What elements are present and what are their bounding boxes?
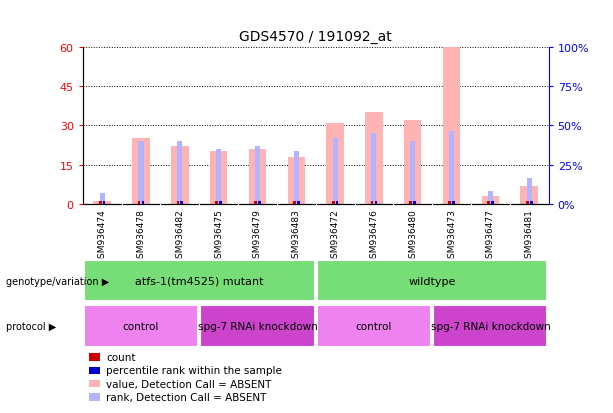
Bar: [297, 202, 300, 204]
Bar: [317, 305, 431, 347]
Bar: [433, 305, 547, 347]
Bar: [326, 123, 344, 204]
Bar: [452, 202, 455, 204]
Bar: [200, 305, 314, 347]
Bar: [530, 202, 533, 204]
Text: GSM936475: GSM936475: [214, 209, 223, 263]
Bar: [99, 202, 102, 204]
Text: value, Detection Call = ABSENT: value, Detection Call = ABSENT: [106, 379, 272, 389]
Text: genotype/variation ▶: genotype/variation ▶: [6, 276, 109, 286]
Text: GSM936477: GSM936477: [486, 209, 495, 263]
Bar: [215, 202, 218, 204]
Text: count: count: [106, 352, 135, 362]
Bar: [371, 134, 376, 204]
Bar: [219, 202, 222, 204]
Bar: [371, 202, 373, 204]
Bar: [375, 202, 377, 204]
Bar: [93, 202, 111, 204]
Bar: [255, 147, 260, 204]
Text: rank, Detection Call = ABSENT: rank, Detection Call = ABSENT: [106, 392, 267, 402]
Text: GSM936472: GSM936472: [330, 209, 340, 263]
Bar: [332, 202, 335, 204]
Bar: [409, 202, 412, 204]
Bar: [487, 202, 490, 204]
Bar: [449, 131, 454, 204]
Bar: [482, 197, 499, 204]
Text: GSM936482: GSM936482: [175, 209, 185, 263]
Text: GSM936480: GSM936480: [408, 209, 417, 263]
Text: percentile rank within the sample: percentile rank within the sample: [106, 366, 282, 375]
Bar: [404, 121, 422, 204]
Bar: [100, 194, 105, 204]
Bar: [254, 202, 257, 204]
Bar: [443, 47, 460, 204]
Bar: [410, 142, 415, 204]
Text: spg-7 RNAi knockdown: spg-7 RNAi knockdown: [430, 321, 550, 331]
Text: GSM936479: GSM936479: [253, 209, 262, 263]
Bar: [293, 202, 295, 204]
Bar: [527, 178, 531, 204]
Title: GDS4570 / 191092_at: GDS4570 / 191092_at: [239, 30, 392, 44]
Text: GSM936476: GSM936476: [370, 209, 378, 263]
Bar: [448, 202, 451, 204]
Bar: [365, 113, 383, 204]
Text: atfs-1(tm4525) mutant: atfs-1(tm4525) mutant: [135, 276, 264, 286]
Bar: [249, 150, 266, 204]
Bar: [132, 139, 150, 204]
Text: wildtype: wildtype: [408, 276, 456, 286]
Text: protocol ▶: protocol ▶: [6, 321, 56, 331]
Bar: [317, 260, 547, 302]
Bar: [216, 150, 221, 204]
Bar: [520, 186, 538, 204]
Text: control: control: [356, 321, 392, 331]
Bar: [84, 305, 198, 347]
Text: spg-7 RNAi knockdown: spg-7 RNAi knockdown: [197, 321, 318, 331]
Text: GSM936478: GSM936478: [137, 209, 145, 263]
Text: GSM936473: GSM936473: [447, 209, 456, 263]
Bar: [177, 202, 179, 204]
Bar: [526, 202, 528, 204]
Bar: [84, 260, 314, 302]
Bar: [138, 202, 140, 204]
Bar: [210, 152, 227, 204]
Bar: [491, 202, 493, 204]
Bar: [488, 191, 493, 204]
Bar: [294, 152, 299, 204]
Bar: [171, 147, 189, 204]
Bar: [336, 202, 338, 204]
Text: GSM936483: GSM936483: [292, 209, 301, 263]
Text: GSM936474: GSM936474: [97, 209, 107, 263]
Bar: [177, 142, 182, 204]
Bar: [103, 202, 105, 204]
Bar: [413, 202, 416, 204]
Bar: [180, 202, 183, 204]
Text: GSM936481: GSM936481: [525, 209, 534, 263]
Text: control: control: [123, 321, 159, 331]
Bar: [139, 142, 143, 204]
Bar: [258, 202, 261, 204]
Bar: [142, 202, 144, 204]
Bar: [333, 139, 338, 204]
Bar: [287, 157, 305, 204]
